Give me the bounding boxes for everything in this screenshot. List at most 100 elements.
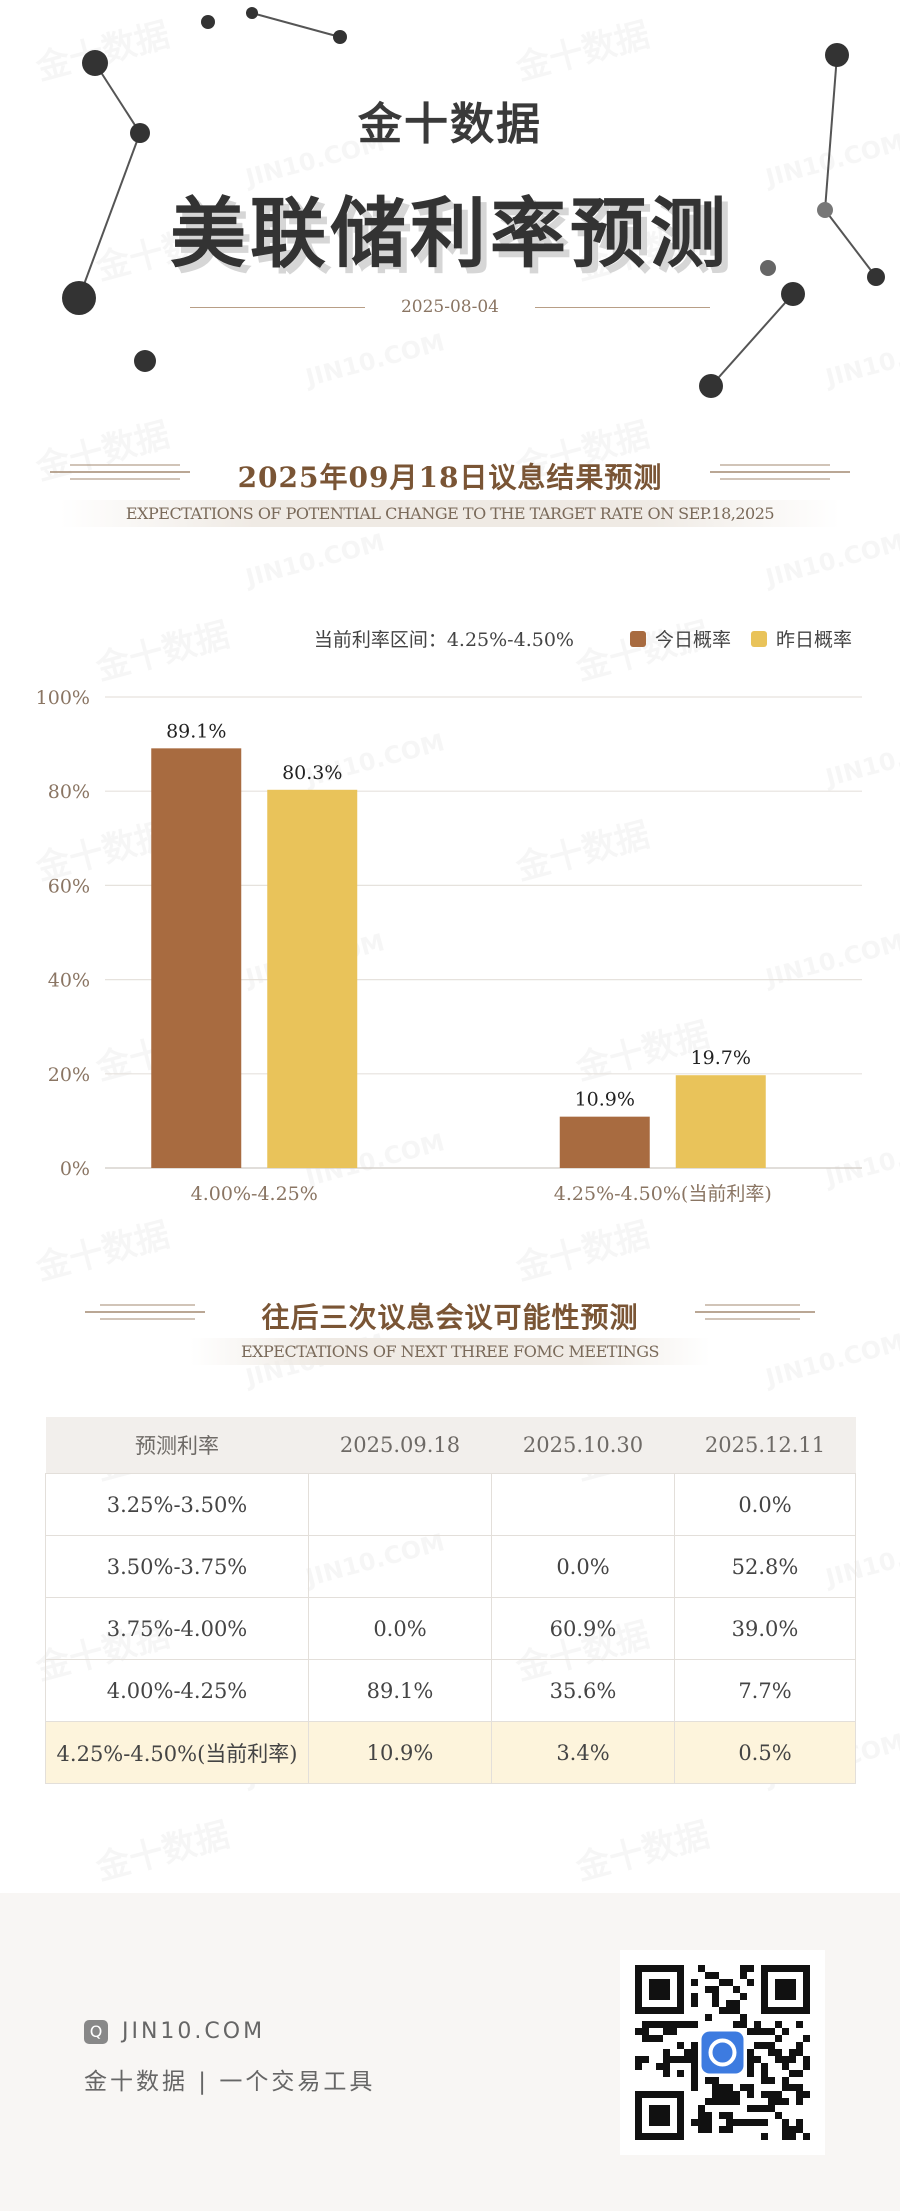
qr-module bbox=[761, 2091, 768, 2098]
qr-module bbox=[705, 2014, 712, 2021]
qr-module bbox=[747, 2084, 754, 2091]
table-row: 4.00%-4.25% 89.1% 35.6% 7.7% bbox=[45, 1659, 856, 1722]
qr-module bbox=[761, 2105, 768, 2112]
y-tick-label: 60% bbox=[48, 875, 90, 897]
qr-module bbox=[740, 1972, 747, 1979]
watermark-text: 金十数据 bbox=[571, 1815, 714, 1889]
qr-module bbox=[719, 2007, 726, 2014]
brand-name: 金十数据 bbox=[358, 99, 542, 150]
current-rate-range: 当前利率区间：4.25%-4.50% bbox=[313, 629, 574, 651]
qr-module bbox=[789, 2126, 796, 2133]
qr-module bbox=[698, 2112, 705, 2119]
chart-legend: 当前利率区间：4.25%-4.50% 今日概率 昨日概率 bbox=[314, 625, 852, 652]
qr-module bbox=[663, 2063, 670, 2070]
qr-module bbox=[775, 2091, 782, 2098]
qr-module bbox=[642, 2021, 649, 2028]
y-tick-label: 40% bbox=[48, 970, 90, 992]
qr-module bbox=[747, 2119, 754, 2126]
qr-module bbox=[775, 2021, 782, 2028]
footer-site-label: JIN10.COM bbox=[122, 2019, 266, 2044]
qr-module bbox=[740, 2119, 747, 2126]
data-label: 80.3% bbox=[282, 762, 342, 784]
qr-module bbox=[670, 2056, 677, 2063]
footer-site[interactable]: Q JIN10.COM bbox=[84, 2019, 265, 2044]
table-cell: 52.8% bbox=[674, 1535, 856, 1598]
qr-module bbox=[691, 2049, 698, 2056]
footer-tagline: 金十数据 | 一个交易工具 bbox=[84, 2069, 376, 2095]
qr-module bbox=[796, 2070, 803, 2077]
qr-module bbox=[691, 1979, 698, 1986]
qr-module bbox=[775, 2035, 782, 2042]
table-cell: 3.75%-4.00% bbox=[45, 1597, 309, 1660]
bar-yesterday bbox=[675, 1075, 766, 1168]
table-row: 3.50%-3.75% 0.0% 52.8% bbox=[45, 1535, 856, 1598]
legend-item-yesterday: 昨日概率 bbox=[750, 625, 852, 652]
table-row-current-rate: 4.25%-4.50%(当前利率) 10.9% 3.4% 0.5% bbox=[45, 1721, 856, 1784]
qr-module bbox=[719, 2126, 726, 2133]
qr-module bbox=[705, 1972, 712, 1979]
qr-module bbox=[747, 2070, 754, 2077]
qr-module bbox=[705, 2126, 712, 2133]
qr-module bbox=[726, 2091, 733, 2098]
qr-module bbox=[768, 2028, 775, 2035]
qr-module bbox=[719, 2098, 726, 2105]
legend-swatch-yesterday bbox=[750, 630, 767, 647]
qr-module bbox=[663, 2028, 670, 2035]
qr-module bbox=[635, 2028, 642, 2035]
qr-module bbox=[733, 2091, 740, 2098]
qr-module bbox=[775, 2098, 782, 2105]
table-cell: 60.9% bbox=[491, 1597, 675, 1660]
legend-swatch-today bbox=[629, 630, 646, 647]
data-label: 89.1% bbox=[166, 720, 226, 742]
qr-module bbox=[677, 2070, 684, 2077]
qr-module bbox=[754, 2021, 761, 2028]
qr-module bbox=[719, 2112, 726, 2119]
table-cell: 3.50%-3.75% bbox=[45, 1535, 309, 1598]
qr-module bbox=[733, 2007, 740, 2014]
qr-module bbox=[635, 2056, 642, 2063]
qr-module bbox=[642, 2035, 649, 2042]
qr-module bbox=[803, 2035, 810, 2042]
qr-module bbox=[740, 1965, 747, 1972]
qr-module bbox=[775, 2049, 782, 2056]
qr-module bbox=[796, 2049, 803, 2056]
qr-module bbox=[761, 2070, 768, 2077]
watermark-text: JIN10.COM bbox=[241, 528, 388, 592]
qr-module bbox=[747, 1979, 754, 1986]
qr-module bbox=[796, 2042, 803, 2049]
qr-module bbox=[719, 2084, 726, 2091]
qr-module bbox=[712, 1993, 719, 2000]
qr-module bbox=[747, 1965, 754, 1972]
qr-module bbox=[789, 2070, 796, 2077]
qr-module bbox=[768, 2077, 775, 2084]
qr-module bbox=[768, 2042, 775, 2049]
qr-module bbox=[747, 2049, 754, 2056]
qr-module bbox=[782, 2126, 789, 2133]
table-cell: 3.4% bbox=[491, 1721, 675, 1784]
qr-module bbox=[691, 2070, 698, 2077]
qr-module bbox=[782, 2056, 789, 2063]
constellation-decoration bbox=[62, 7, 885, 398]
qr-module bbox=[796, 2119, 803, 2126]
qr-module bbox=[684, 2049, 691, 2056]
table-cell: 3.25%-3.50% bbox=[45, 1473, 309, 1536]
qr-module bbox=[754, 2028, 761, 2035]
qr-module bbox=[761, 2133, 768, 2140]
qr-module bbox=[747, 2105, 754, 2112]
qr-module bbox=[705, 2112, 712, 2119]
qr-module bbox=[656, 2021, 663, 2028]
qr-module bbox=[747, 2063, 754, 2070]
qr-module bbox=[691, 2021, 698, 2028]
table-cell: 4.25%-4.50%(当前利率) bbox=[45, 1721, 309, 1784]
qr-module bbox=[782, 2098, 789, 2105]
qr-module bbox=[698, 1965, 705, 1972]
qr-module bbox=[782, 2119, 789, 2126]
qr-module bbox=[761, 2042, 768, 2049]
qr-module bbox=[747, 2056, 754, 2063]
table-cell: 0.5% bbox=[674, 1721, 856, 1784]
table-cell: 0.0% bbox=[674, 1473, 856, 1536]
section1-title: 2025年09月18日议息结果预测 bbox=[237, 461, 663, 494]
y-tick-label: 20% bbox=[48, 1064, 90, 1086]
qr-module bbox=[761, 2077, 768, 2084]
bar-today bbox=[151, 748, 242, 1168]
